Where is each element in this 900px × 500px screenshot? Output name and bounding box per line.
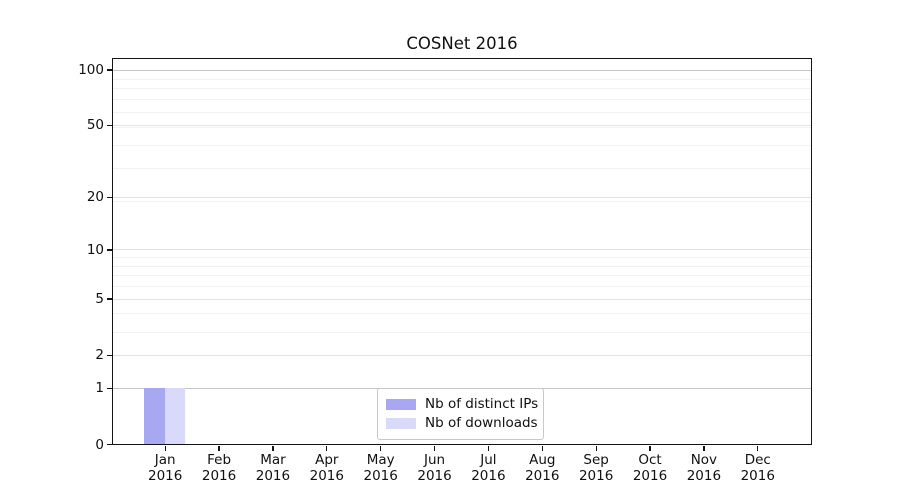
gridline-minor (113, 286, 811, 288)
gridline-minor (113, 168, 811, 170)
x-axis-tick-label: Oct 2016 (618, 452, 682, 484)
x-axis-tick (326, 446, 328, 451)
x-axis-tick (649, 446, 651, 451)
y-axis-tick-label: 100 (78, 62, 104, 79)
gridline-minor (113, 99, 811, 101)
x-axis-tick-label: May 2016 (349, 452, 413, 484)
x-axis-tick-label: Jan 2016 (133, 452, 197, 484)
y-axis-tick (107, 443, 112, 446)
legend-entry-downloads: Nb of downloads (386, 414, 538, 433)
gridline-major (113, 196, 811, 198)
gridline-minor (113, 257, 811, 259)
x-tick-month: Mar (260, 452, 286, 468)
x-tick-year: 2016 (417, 468, 452, 484)
gridline-minor (113, 200, 811, 202)
x-tick-year: 2016 (148, 468, 183, 484)
x-tick-month: Apr (315, 452, 339, 468)
x-axis-tick (380, 446, 382, 451)
x-tick-month: Aug (529, 452, 556, 468)
x-tick-month: Feb (207, 452, 232, 468)
x-axis-tick (757, 446, 759, 451)
y-axis-tick-label: 20 (86, 189, 104, 206)
legend: Nb of distinct IPs Nb of downloads (377, 388, 544, 440)
x-tick-month: May (366, 452, 395, 468)
y-axis-tick-label: 2 (95, 347, 104, 364)
x-tick-month: Dec (744, 452, 771, 468)
x-tick-month: Jun (424, 452, 446, 468)
x-tick-month: Nov (690, 452, 718, 468)
y-axis-tick-label: 0 (95, 436, 104, 453)
x-axis-tick-label: Jul 2016 (456, 452, 520, 484)
x-tick-year: 2016 (255, 468, 291, 484)
x-tick-year: 2016 (578, 468, 614, 484)
legend-label-distinct-ips: Nb of distinct IPs (425, 396, 539, 412)
x-axis-tick (433, 446, 436, 451)
gridline-major (113, 354, 811, 356)
y-axis-tick (107, 354, 112, 356)
x-axis-tick (164, 446, 166, 451)
gridline-minor (113, 144, 811, 146)
x-tick-year: 2016 (686, 468, 722, 484)
legend-label-downloads: Nb of downloads (425, 415, 538, 431)
x-axis-tick (541, 446, 543, 451)
x-axis-tick-label: Aug 2016 (510, 452, 574, 484)
x-tick-month: Jul (480, 452, 497, 468)
bar-nb-of-distinct-ips (144, 387, 165, 444)
x-tick-month: Jan (154, 452, 176, 468)
y-axis-tick (107, 298, 112, 300)
x-axis-tick-label: Sep 2016 (564, 452, 628, 484)
chart-title: COSNet 2016 (406, 34, 518, 53)
y-axis-tick (107, 249, 112, 251)
x-tick-year: 2016 (740, 468, 775, 484)
legend-entry-distinct-ips: Nb of distinct IPs (386, 395, 539, 414)
y-axis-tick-label: 10 (86, 241, 104, 258)
y-axis-tick (107, 124, 112, 127)
x-axis-tick (487, 446, 490, 451)
plot-area (112, 58, 812, 445)
x-axis-tick (218, 446, 220, 451)
y-axis-tick-label: 5 (95, 291, 104, 308)
gridline-minor (113, 70, 811, 72)
x-tick-year: 2016 (525, 468, 560, 484)
gridline-minor (113, 111, 811, 113)
x-tick-year: 2016 (471, 468, 506, 484)
gridline-minor (113, 331, 811, 333)
gridline-major (113, 124, 811, 126)
x-axis-tick-label: Dec 2016 (726, 452, 790, 484)
x-tick-year: 2016 (201, 468, 237, 484)
x-tick-month: Sep (583, 452, 609, 468)
y-axis-tick-label: 1 (95, 380, 104, 397)
x-axis-tick (272, 446, 274, 451)
legend-swatch-distinct-ips (386, 399, 416, 410)
x-tick-year: 2016 (363, 468, 398, 484)
legend-swatch-downloads (386, 418, 416, 429)
gridline-minor (113, 313, 811, 315)
gridline-minor (113, 78, 811, 80)
x-axis-tick-label: Nov 2016 (672, 452, 736, 484)
x-axis-tick-label: Mar 2016 (241, 452, 305, 484)
gridline-minor (113, 88, 811, 90)
gridline-minor (113, 265, 811, 267)
x-axis-tick (703, 446, 705, 451)
gridline-major (113, 69, 811, 71)
x-tick-year: 2016 (632, 468, 668, 484)
gridline-minor (113, 126, 811, 128)
gridline-minor (113, 275, 811, 277)
x-tick-year: 2016 (309, 468, 344, 484)
bar-nb-of-downloads (164, 387, 186, 444)
x-axis-tick-label: Apr 2016 (295, 452, 359, 484)
x-tick-month: Oct (638, 452, 662, 468)
y-axis-tick (107, 69, 112, 71)
x-axis-tick (595, 446, 597, 451)
gridline-major (113, 298, 811, 300)
y-axis-tick (107, 387, 112, 389)
y-axis-tick (107, 196, 112, 199)
gridline-major (113, 249, 811, 251)
y-axis-tick-label: 50 (86, 117, 104, 134)
x-axis-tick-label: Feb 2016 (187, 452, 251, 484)
x-axis-tick-label: Jun 2016 (403, 452, 467, 484)
